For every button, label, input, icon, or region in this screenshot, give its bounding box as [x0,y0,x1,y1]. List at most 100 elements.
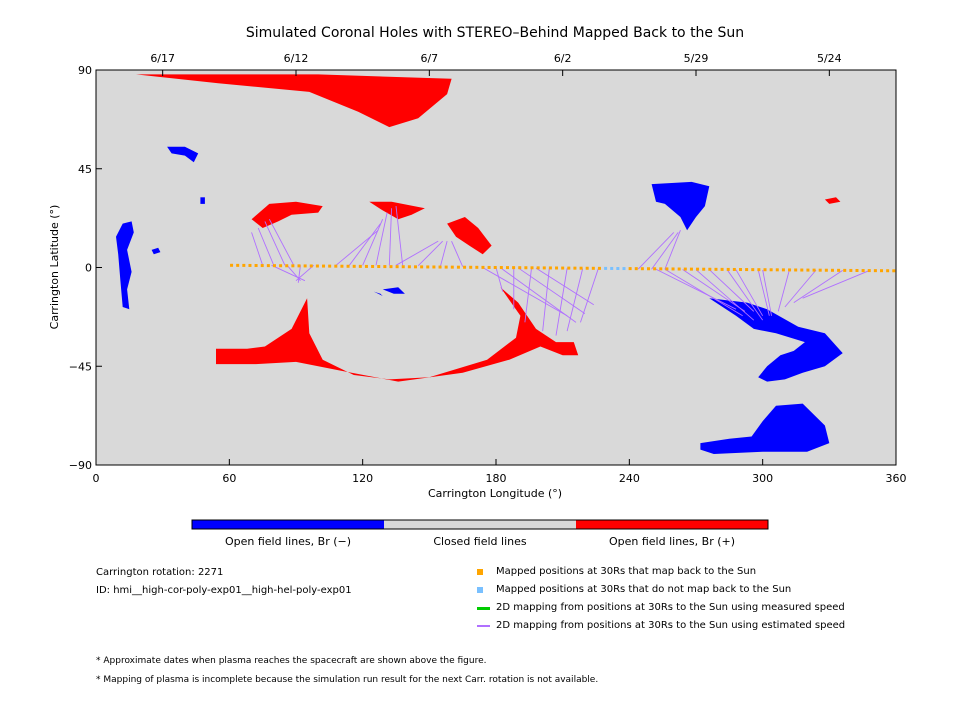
mapped-position-point [322,264,326,268]
mapped-position-point [291,264,295,268]
mapped-position-point [414,265,418,269]
estimated-mapping-line [735,269,764,317]
estimated-mapping-line [682,269,746,312]
mapped-position-point [726,267,730,271]
mapped-position-point [346,264,350,268]
coronal-hole-negative-8 [167,146,199,163]
mapped-position-point [585,266,589,270]
mapped-position-point [487,265,491,269]
y-tick-label: 45 [78,163,92,176]
mapped-position-point [738,268,742,272]
estimated-mapping-line [482,267,568,317]
estimated-mapping-line [777,270,790,312]
mapped-position-point [806,268,810,272]
mapped-position-point [573,266,577,270]
coronal-hole-negative-13 [709,298,843,382]
coronal-hole-negative-9 [200,197,205,204]
mapped-position-point [880,269,884,273]
mapped-position-point [647,267,651,271]
mapped-position-point [708,267,712,271]
mapped-position-point [769,268,773,272]
coronal-holes-layer [116,74,843,454]
mapped-position-point [861,269,865,273]
coronal-hole-positive-3 [447,217,492,255]
mapped-position-point [518,266,522,270]
mapped-position-point [873,269,877,273]
mapped-position-point [463,265,467,269]
colorbar-closed [384,520,576,529]
mapped-position-point [432,265,436,269]
mapped-position-point [757,268,761,272]
y-tick-label: 90 [78,64,92,77]
mapped-position-point [677,267,681,271]
mapped-position-point [800,268,804,272]
colorbar-positive [576,520,768,529]
y-axis-label: Carrington Latitude (°) [48,205,61,330]
mapped-position-point [720,267,724,271]
estimated-mapping-line [566,268,584,332]
mapped-position-point [512,266,516,270]
carrington-rotation: Carrington rotation: 2271 [96,567,224,578]
mapped-position-point [254,264,258,268]
mapped-position-point [567,266,571,270]
date-tick-label: 5/29 [684,52,709,65]
mapped-position-point [230,263,234,267]
colorbar-negative [192,520,384,529]
mapping-lines-layer [251,206,870,336]
estimated-mapping-line [637,232,675,270]
estimated-mapping-line [395,206,404,266]
estimated-mapping-line [802,270,870,299]
mapped-position-point [420,265,424,269]
estimated-mapping-line [580,268,599,323]
estimated-mapping-line [375,212,388,266]
mapped-position-point [561,266,565,270]
estimated-mapping-line [257,227,275,266]
mapped-position-point [309,264,313,268]
estimated-mapping-line [517,267,586,314]
estimated-mapping-line [651,232,679,270]
estimated-mapping-line [535,267,595,306]
coronal-hole-negative-11 [382,287,405,294]
mapped-position-point [530,266,534,270]
mapped-position-point [751,268,755,272]
unmapped-position-point [610,266,614,270]
coronal-hole-positive-0 [136,74,452,128]
y-tick-label: 0 [85,262,92,275]
estimated-mapping-line [417,240,443,267]
estimated-mapping-line [709,269,755,312]
mapped-position-point [475,265,479,269]
mapped-position-point [358,264,362,268]
estimated-mapping-line [395,240,439,266]
mapped-position-point [702,267,706,271]
mapped-position-point [340,264,344,268]
mapped-position-point [364,264,368,268]
date-tick-label: 6/12 [284,52,309,65]
mapped-position-point [469,265,473,269]
mapped-position-point [628,267,632,271]
x-tick-label: 120 [352,472,373,485]
estimated-mapping-line [286,265,301,281]
mapped-position-point [377,265,381,269]
mapped-position-point [665,267,669,271]
mapped-position-point [659,267,663,271]
mapped-position-point [401,265,405,269]
estimated-mapping-line [500,267,577,323]
estimated-mapping-line [726,269,764,321]
mapped-position-point [407,265,411,269]
estimated-mapping-line [251,232,264,266]
mapped-position-point [248,263,252,267]
coronal-hole-positive-2 [369,201,425,220]
mapped-position-point [555,266,559,270]
dates-note: * Approximate dates when plasma reaches … [96,656,487,666]
mapped-position-point [775,268,779,272]
coronal-hole-negative-7 [151,247,161,255]
mapped-position-point [383,265,387,269]
mapped-position-point [732,267,736,271]
mapped-position-point [450,265,454,269]
mapped-position-point [260,264,264,268]
coronal-hole-negative-12 [651,181,710,231]
mapped-position-point [438,265,442,269]
mapped-position-point [640,267,644,271]
estimated-mapping-line [348,223,381,266]
date-tick-label: 6/17 [150,52,175,65]
